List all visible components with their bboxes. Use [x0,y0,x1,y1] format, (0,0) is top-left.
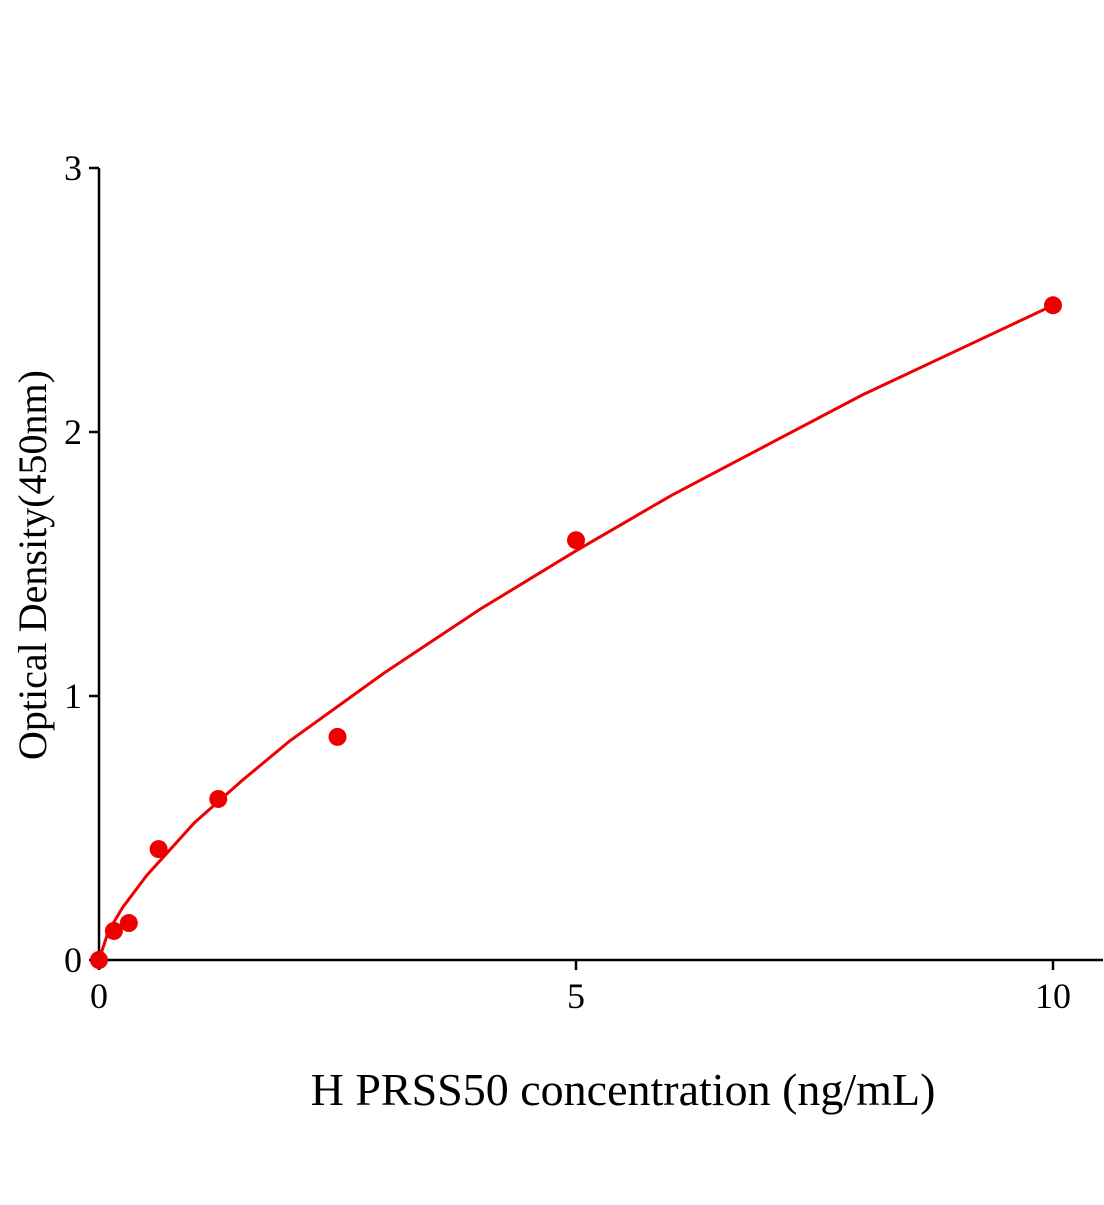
data-point [567,531,585,550]
data-point [209,789,228,808]
y-tick-label: 2 [64,412,82,452]
data-point [149,840,168,859]
fit-curve [97,303,1054,961]
y-tick-label: 1 [64,676,82,716]
axes [97,168,1103,962]
y-tick-label: 0 [64,940,82,980]
x-tick-label: 10 [1035,976,1071,1016]
x-tick-label: 5 [567,976,585,1016]
y-tick-label: 3 [64,148,82,188]
y-axis-label: Optical Density(450nm) [10,370,55,760]
data-point [90,951,108,969]
data-point [1044,296,1062,315]
data-point [119,914,138,933]
data-point [104,921,123,940]
x-tick-label: 0 [90,976,108,1016]
data-point [328,727,347,746]
x-axis-label: H PRSS50 concentration (ng/mL) [311,1064,936,1115]
